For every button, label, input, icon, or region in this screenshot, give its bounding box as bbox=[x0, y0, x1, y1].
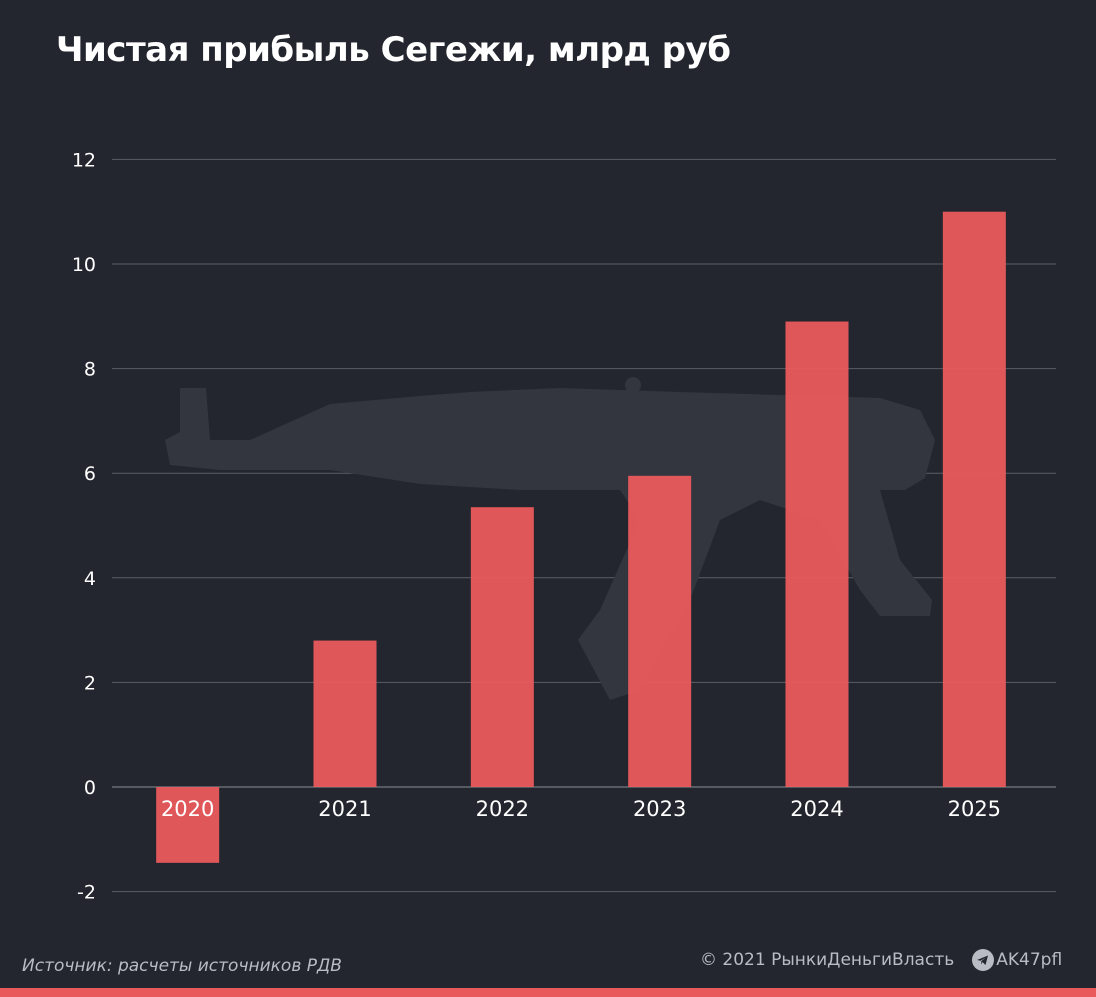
y-axis-ticks: -2 0 2 4 6 8 10 12 bbox=[72, 149, 96, 903]
x-tick-label: 2021 bbox=[318, 797, 371, 821]
y-tick-label: 10 bbox=[72, 254, 96, 276]
x-tick-label: 2022 bbox=[476, 797, 529, 821]
bar-2020 bbox=[156, 787, 220, 863]
y-tick-label: -2 bbox=[77, 882, 96, 904]
telegram-channel[interactable]: AK47pfl bbox=[972, 949, 1062, 971]
y-tick-label: 6 bbox=[84, 463, 96, 485]
bar-2022 bbox=[470, 507, 534, 787]
bar-2021 bbox=[313, 640, 377, 787]
gridlines bbox=[112, 158, 1056, 893]
y-tick-label: 4 bbox=[84, 568, 96, 590]
bar-2024 bbox=[785, 321, 849, 787]
bar-2025 bbox=[942, 211, 1006, 787]
footer-credits: © 2021 РынкиДеньгиВласть AK47pfl bbox=[700, 948, 1062, 972]
source-note: Источник: расчеты источников РДВ bbox=[22, 956, 342, 976]
x-tick-label: 2024 bbox=[790, 797, 843, 821]
rifle-watermark-icon bbox=[165, 377, 935, 700]
y-tick-label: 8 bbox=[84, 359, 96, 381]
copyright: © 2021 РынкиДеньгиВласть bbox=[700, 950, 955, 970]
chart-title: Чистая прибыль Сегежи, млрд руб bbox=[56, 30, 731, 70]
bars bbox=[156, 211, 1006, 863]
x-tick-label: 2020 bbox=[161, 797, 214, 821]
x-tick-label: 2025 bbox=[948, 797, 1001, 821]
y-tick-label: 12 bbox=[72, 149, 96, 171]
y-tick-label: 0 bbox=[84, 777, 96, 799]
x-tick-label: 2023 bbox=[633, 797, 686, 821]
telegram-icon bbox=[972, 949, 995, 971]
y-tick-label: 2 bbox=[84, 672, 96, 694]
x-axis-ticks: 2020 2021 2022 2023 2024 2025 bbox=[161, 797, 1001, 821]
bar-2023 bbox=[628, 475, 692, 787]
bottom-accent-bar bbox=[0, 988, 1096, 997]
channel-name: AK47pfl bbox=[996, 950, 1063, 970]
